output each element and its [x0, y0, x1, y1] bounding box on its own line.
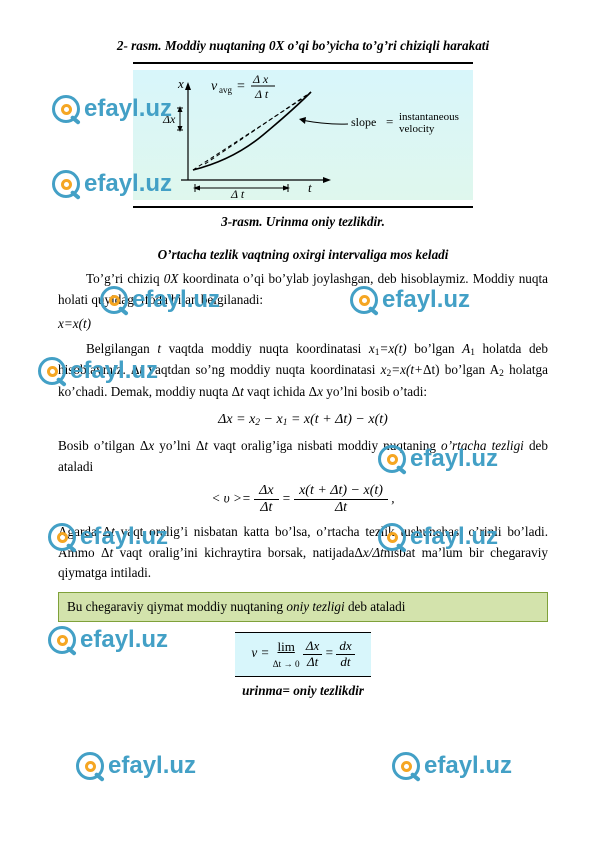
- p3f: o’rtacha tezligi: [441, 438, 524, 453]
- dx-s2: 2: [255, 418, 260, 428]
- p2c: vaqtda moddiy nuqta koordinatasi: [161, 341, 369, 356]
- lim-v: v =: [251, 645, 269, 660]
- avg-comma: ,: [391, 491, 394, 506]
- section-heading: O’rtacha tezlik vaqtning oxirgi interval…: [58, 245, 548, 265]
- p3c: yo’lni Δ: [154, 438, 204, 453]
- eq-xt: x=x(t): [58, 314, 548, 334]
- lim-word: lim: [273, 637, 300, 657]
- p2j: vaqtdan so’ng moddiy nuqta koordinatasi: [143, 362, 380, 377]
- svg-text:=: =: [237, 79, 245, 94]
- p4e: vaqt oralig’ini kichraytira borsak, nati…: [113, 545, 363, 560]
- lim-f2d: dt: [340, 654, 350, 669]
- para-3: Bosib o’tilgan Δx yo’lni Δt vaqt oralig’…: [58, 436, 548, 477]
- hl-post: deb ataladi: [345, 599, 406, 614]
- vavg-sub: avg: [219, 85, 232, 95]
- para-2: Belgilangan t vaqtda moddiy nuqta koordi…: [58, 339, 548, 403]
- diagram-svg: x t Δx Δ t: [133, 70, 473, 200]
- slope-eq: =: [386, 114, 393, 129]
- p2m: Δt): [423, 362, 440, 377]
- highlight-box: Bu chegaraviy qiymat moddiy nuqtaning on…: [58, 592, 548, 622]
- lim-frac1: Δx Δt: [303, 639, 322, 670]
- p1b: 0X: [164, 271, 179, 286]
- lim-f2n: dx: [339, 638, 351, 653]
- figure3-caption: 3-rasm. Urinma oniy tezlikdir.: [58, 212, 548, 232]
- p2a: Belgilangan: [86, 341, 157, 356]
- para-4: Agarda Δt vaqt oralig’i nisbatan katta b…: [58, 522, 548, 583]
- diagram-canvas: x t Δx Δ t: [133, 70, 473, 200]
- dx-label: Δx: [162, 112, 176, 126]
- page-root: 2- rasm. Moddiy nuqtaning 0X o’qi bo’yic…: [0, 0, 596, 842]
- lim-frac2: dx dt: [336, 639, 354, 670]
- lim-eq: =: [326, 645, 333, 660]
- para-1: To’g’ri chiziq 0X koordinata o’qi bo’yla…: [58, 269, 548, 310]
- vavg-v: v: [211, 79, 218, 94]
- p2q: vaqt ichida Δ: [244, 384, 317, 399]
- avg-f1n: Δx: [259, 483, 273, 498]
- limit-eq-box: v = lim Δt → 0 Δx Δt = dx dt: [235, 632, 371, 676]
- dx-s1: 1: [283, 418, 288, 428]
- avg-f2n: x(t + Δt) − x(t): [299, 483, 383, 498]
- avg-lhs: < υ >=: [211, 491, 250, 506]
- avg-velocity-eq: < υ >= Δx Δt = x(t + Δt) − x(t) Δt ,: [58, 483, 548, 516]
- lim-f1n: Δx: [306, 638, 319, 653]
- p2s: yo’lni bosib o’tadi:: [323, 384, 427, 399]
- p4a: Agarda Δ: [58, 524, 111, 539]
- p3a: Bosib o’tilgan Δ: [58, 438, 148, 453]
- avg-f1d: Δt: [260, 500, 272, 515]
- slope-label: slope: [351, 115, 376, 129]
- inst2: velocity: [399, 123, 435, 135]
- avg-mid: =: [282, 491, 291, 506]
- axis-t-label: t: [308, 180, 312, 195]
- dt-axis-label: Δ t: [230, 187, 245, 200]
- lim-f1d: Δt: [307, 654, 318, 669]
- p1a: To’g’ri chiziq: [86, 271, 164, 286]
- hl-em: oniy tezligi: [286, 599, 344, 614]
- frac-num: Δ x: [252, 72, 269, 86]
- p4f: x/Δt: [363, 545, 384, 560]
- p2e: =x(t): [379, 341, 406, 356]
- inst1: instantaneous: [399, 111, 459, 123]
- eq-dx: Δx = x2 − x1 = x(t + Δt) − x(t): [58, 409, 548, 431]
- figure2-caption: 2- rasm. Moddiy nuqtaning 0X o’qi bo’yic…: [58, 36, 548, 56]
- avg-frac1: Δx Δt: [254, 483, 278, 516]
- p2l: =x(t+: [391, 362, 423, 377]
- urinma-caption: urinma= oniy tezlikdir: [58, 681, 548, 701]
- avg-f2d: Δt: [335, 500, 347, 515]
- p2f: bo’lgan: [407, 341, 462, 356]
- p3e: vaqt oralig’iga nisbati moddiy nuqtaning: [208, 438, 441, 453]
- axis-x-label: x: [177, 76, 184, 91]
- p2g: A: [462, 341, 470, 356]
- diagram-frame: x t Δx Δ t: [133, 62, 473, 208]
- frac-den: Δ t: [254, 87, 269, 101]
- avg-frac2: x(t + Δt) − x(t) Δt: [294, 483, 388, 516]
- p2n: bo’lgan A: [440, 362, 500, 377]
- hl-pre: Bu chegaraviy qiymat moddiy nuqtaning: [67, 599, 286, 614]
- lim-cond: Δt → 0: [273, 657, 300, 671]
